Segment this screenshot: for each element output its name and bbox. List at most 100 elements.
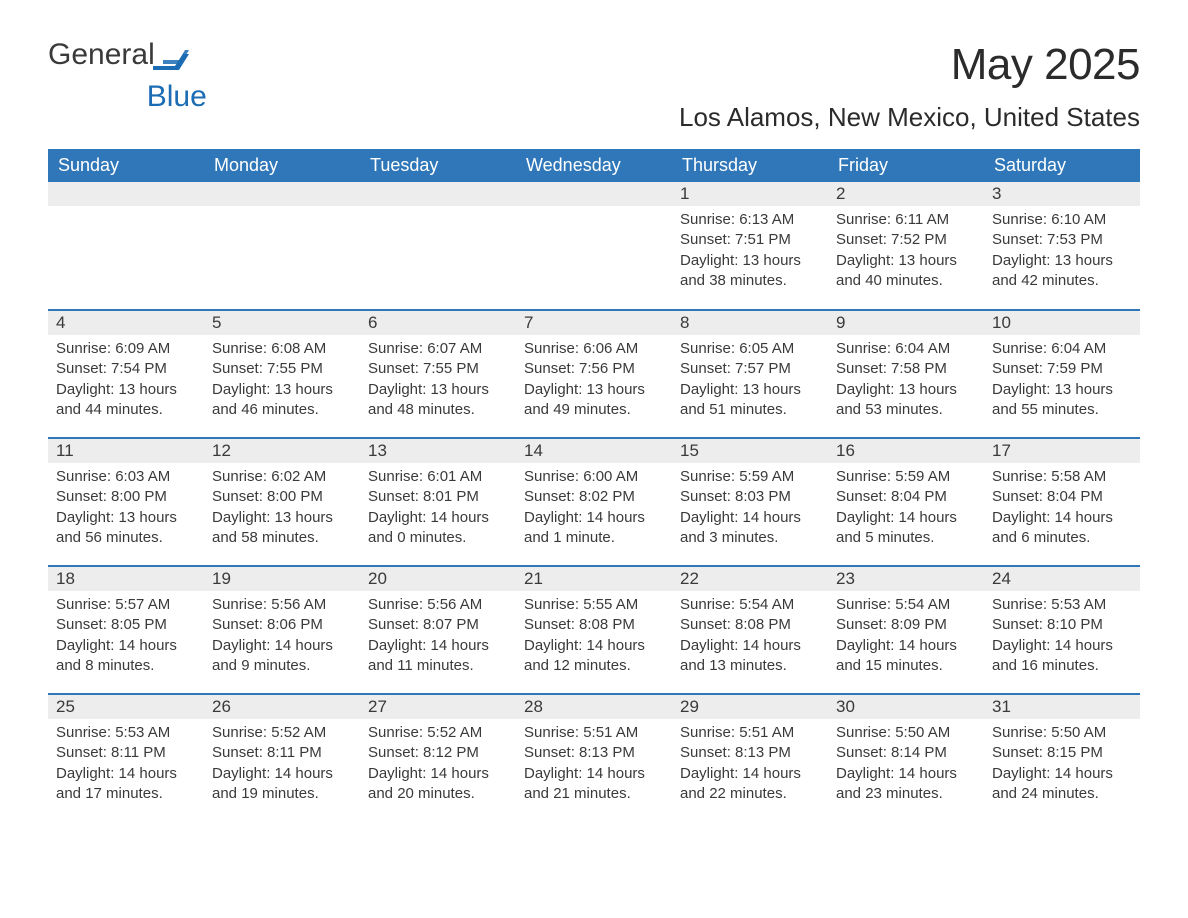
sunrise-text: Sunrise: 5:56 AM xyxy=(368,595,508,615)
daylight-text: Daylight: 13 hours and 42 minutes. xyxy=(992,251,1132,292)
day-number: 26 xyxy=(204,695,360,719)
day-number: 16 xyxy=(828,439,984,463)
calendar-cell xyxy=(360,182,516,310)
day-number xyxy=(204,182,360,206)
day-header: Wednesday xyxy=(516,149,672,182)
day-header: Thursday xyxy=(672,149,828,182)
sunrise-text: Sunrise: 5:53 AM xyxy=(992,595,1132,615)
day-details: Sunrise: 6:04 AMSunset: 7:59 PMDaylight:… xyxy=(984,335,1140,428)
daylight-text: Daylight: 14 hours and 12 minutes. xyxy=(524,636,664,677)
day-header-row: Sunday Monday Tuesday Wednesday Thursday… xyxy=(48,149,1140,182)
daylight-text: Daylight: 13 hours and 44 minutes. xyxy=(56,380,196,421)
sunset-text: Sunset: 7:55 PM xyxy=(368,359,508,379)
day-details: Sunrise: 6:11 AMSunset: 7:52 PMDaylight:… xyxy=(828,206,984,299)
calendar-cell: 13Sunrise: 6:01 AMSunset: 8:01 PMDayligh… xyxy=(360,438,516,566)
sunset-text: Sunset: 8:02 PM xyxy=(524,487,664,507)
sunset-text: Sunset: 7:53 PM xyxy=(992,230,1132,250)
day-number xyxy=(48,182,204,206)
day-details: Sunrise: 6:07 AMSunset: 7:55 PMDaylight:… xyxy=(360,335,516,428)
brand-logo: General Blue xyxy=(48,40,217,92)
day-details: Sunrise: 6:13 AMSunset: 7:51 PMDaylight:… xyxy=(672,206,828,299)
brand-accent: Blue xyxy=(157,40,217,92)
day-details: Sunrise: 6:04 AMSunset: 7:58 PMDaylight:… xyxy=(828,335,984,428)
day-details: Sunrise: 6:05 AMSunset: 7:57 PMDaylight:… xyxy=(672,335,828,428)
day-details: Sunrise: 5:52 AMSunset: 8:12 PMDaylight:… xyxy=(360,719,516,812)
location-subtitle: Los Alamos, New Mexico, United States xyxy=(679,102,1140,133)
day-details: Sunrise: 5:58 AMSunset: 8:04 PMDaylight:… xyxy=(984,463,1140,556)
day-number: 2 xyxy=(828,182,984,206)
calendar-cell: 1Sunrise: 6:13 AMSunset: 7:51 PMDaylight… xyxy=(672,182,828,310)
sunrise-text: Sunrise: 6:10 AM xyxy=(992,210,1132,230)
daylight-text: Daylight: 13 hours and 51 minutes. xyxy=(680,380,820,421)
daylight-text: Daylight: 13 hours and 58 minutes. xyxy=(212,508,352,549)
calendar-cell: 4Sunrise: 6:09 AMSunset: 7:54 PMDaylight… xyxy=(48,310,204,438)
day-number: 22 xyxy=(672,567,828,591)
sunrise-text: Sunrise: 5:54 AM xyxy=(836,595,976,615)
sunrise-text: Sunrise: 5:53 AM xyxy=(56,723,196,743)
calendar-cell: 10Sunrise: 6:04 AMSunset: 7:59 PMDayligh… xyxy=(984,310,1140,438)
day-number xyxy=(360,182,516,206)
daylight-text: Daylight: 14 hours and 15 minutes. xyxy=(836,636,976,677)
daylight-text: Daylight: 13 hours and 49 minutes. xyxy=(524,380,664,421)
day-details: Sunrise: 5:56 AMSunset: 8:07 PMDaylight:… xyxy=(360,591,516,684)
daylight-text: Daylight: 13 hours and 46 minutes. xyxy=(212,380,352,421)
sunrise-text: Sunrise: 6:05 AM xyxy=(680,339,820,359)
title-block: May 2025 Los Alamos, New Mexico, United … xyxy=(679,40,1140,143)
sunrise-text: Sunrise: 5:54 AM xyxy=(680,595,820,615)
day-details: Sunrise: 6:03 AMSunset: 8:00 PMDaylight:… xyxy=(48,463,204,556)
sunset-text: Sunset: 8:14 PM xyxy=(836,743,976,763)
day-details: Sunrise: 5:51 AMSunset: 8:13 PMDaylight:… xyxy=(672,719,828,812)
day-number: 18 xyxy=(48,567,204,591)
sunset-text: Sunset: 7:56 PM xyxy=(524,359,664,379)
calendar-cell xyxy=(48,182,204,310)
day-number: 13 xyxy=(360,439,516,463)
sunset-text: Sunset: 8:11 PM xyxy=(212,743,352,763)
daylight-text: Daylight: 13 hours and 38 minutes. xyxy=(680,251,820,292)
daylight-text: Daylight: 13 hours and 48 minutes. xyxy=(368,380,508,421)
sunrise-text: Sunrise: 5:59 AM xyxy=(836,467,976,487)
day-number: 28 xyxy=(516,695,672,719)
brand-word1: General xyxy=(48,40,155,70)
calendar-cell: 24Sunrise: 5:53 AMSunset: 8:10 PMDayligh… xyxy=(984,566,1140,694)
day-details: Sunrise: 5:51 AMSunset: 8:13 PMDaylight:… xyxy=(516,719,672,812)
daylight-text: Daylight: 14 hours and 5 minutes. xyxy=(836,508,976,549)
calendar-cell: 16Sunrise: 5:59 AMSunset: 8:04 PMDayligh… xyxy=(828,438,984,566)
day-number: 25 xyxy=(48,695,204,719)
daylight-text: Daylight: 14 hours and 13 minutes. xyxy=(680,636,820,677)
sunset-text: Sunset: 8:12 PM xyxy=(368,743,508,763)
day-number: 3 xyxy=(984,182,1140,206)
day-number: 6 xyxy=(360,311,516,335)
calendar-cell: 3 Sunrise: 6:10 AMSunset: 7:53 PMDaylight… xyxy=(984,182,1140,310)
sunrise-text: Sunrise: 6:09 AM xyxy=(56,339,196,359)
calendar-cell: 31Sunrise: 5:50 AMSunset: 8:15 PMDayligh… xyxy=(984,694,1140,822)
day-number: 19 xyxy=(204,567,360,591)
day-number: 17 xyxy=(984,439,1140,463)
page-title: May 2025 xyxy=(679,40,1140,90)
sunrise-text: Sunrise: 5:52 AM xyxy=(212,723,352,743)
header-region: General Blue May 2025 Los Alamos, New Me… xyxy=(48,40,1140,143)
day-details: Sunrise: 5:56 AMSunset: 8:06 PMDaylight:… xyxy=(204,591,360,684)
day-number: 23 xyxy=(828,567,984,591)
day-number: 9 xyxy=(828,311,984,335)
day-number: 30 xyxy=(828,695,984,719)
daylight-text: Daylight: 14 hours and 6 minutes. xyxy=(992,508,1132,549)
daylight-text: Daylight: 14 hours and 19 minutes. xyxy=(212,764,352,805)
daylight-text: Daylight: 14 hours and 20 minutes. xyxy=(368,764,508,805)
daylight-text: Daylight: 13 hours and 40 minutes. xyxy=(836,251,976,292)
day-details: Sunrise: 6:06 AMSunset: 7:56 PMDaylight:… xyxy=(516,335,672,428)
week-row: 4Sunrise: 6:09 AMSunset: 7:54 PMDaylight… xyxy=(48,310,1140,438)
sunset-text: Sunset: 7:52 PM xyxy=(836,230,976,250)
day-details: Sunrise: 5:57 AMSunset: 8:05 PMDaylight:… xyxy=(48,591,204,684)
daylight-text: Daylight: 14 hours and 21 minutes. xyxy=(524,764,664,805)
calendar-cell: 15Sunrise: 5:59 AMSunset: 8:03 PMDayligh… xyxy=(672,438,828,566)
sunrise-text: Sunrise: 5:57 AM xyxy=(56,595,196,615)
day-number: 12 xyxy=(204,439,360,463)
sunrise-text: Sunrise: 5:50 AM xyxy=(836,723,976,743)
sunrise-text: Sunrise: 6:13 AM xyxy=(680,210,820,230)
calendar-cell: 20Sunrise: 5:56 AMSunset: 8:07 PMDayligh… xyxy=(360,566,516,694)
calendar-cell: 7Sunrise: 6:06 AMSunset: 7:56 PMDaylight… xyxy=(516,310,672,438)
calendar-cell: 2Sunrise: 6:11 AMSunset: 7:52 PMDaylight… xyxy=(828,182,984,310)
sunset-text: Sunset: 8:03 PM xyxy=(680,487,820,507)
sunrise-text: Sunrise: 5:52 AM xyxy=(368,723,508,743)
day-number: 11 xyxy=(48,439,204,463)
